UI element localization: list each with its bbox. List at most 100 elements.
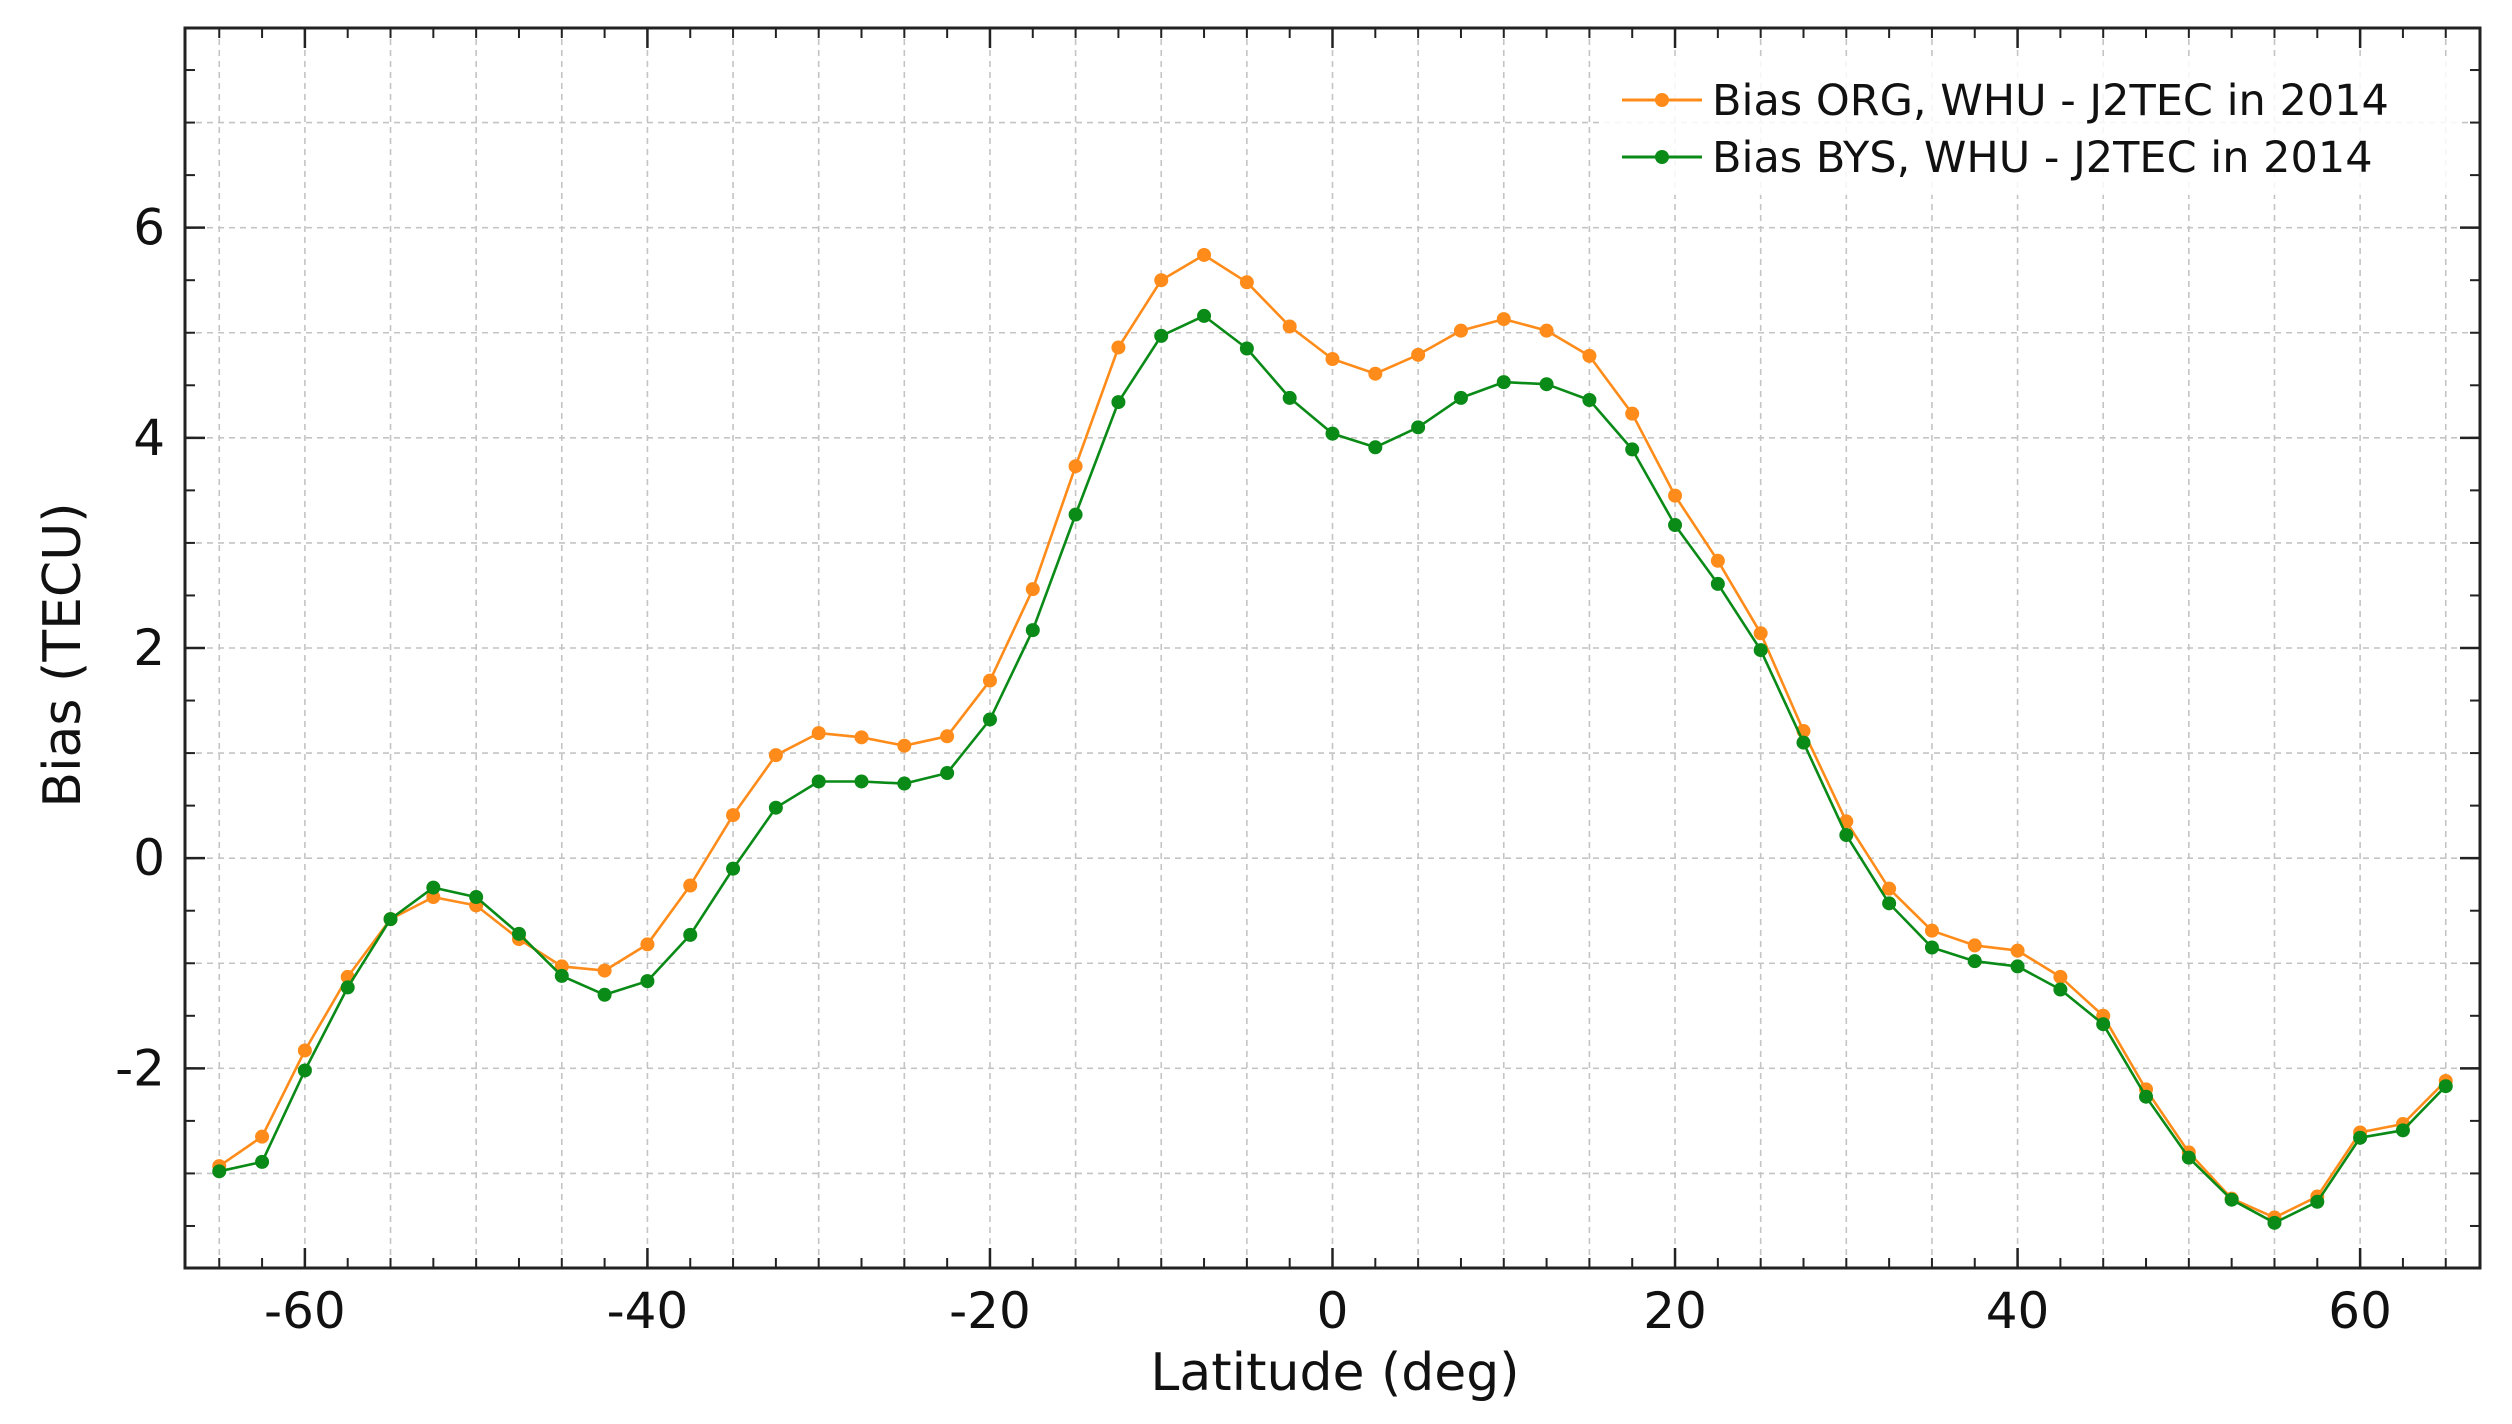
data-point-org <box>1539 323 1554 338</box>
data-point-bys <box>2267 1215 2282 1230</box>
data-point-bys <box>1582 393 1597 407</box>
data-point-bys <box>297 1063 312 1078</box>
data-point-org <box>1625 406 1640 421</box>
y-tick-label: -2 <box>115 1039 165 1097</box>
data-point-bys <box>1496 375 1511 390</box>
series-bys <box>212 308 2453 1230</box>
data-point-org <box>1368 366 1383 381</box>
data-point-org <box>2010 943 2025 958</box>
data-point-bys <box>811 774 826 789</box>
data-point-bys <box>1282 390 1297 405</box>
data-point-org <box>897 738 912 753</box>
legend-label-bys: Bias BYS, WHU - J2TEC in 2014 <box>1712 133 2373 183</box>
y-tick-label: 6 <box>133 199 165 257</box>
data-point-bys <box>1325 426 1340 441</box>
data-point-org <box>1239 275 1254 290</box>
x-axis-title: Latitude (deg) <box>1150 1343 1519 1403</box>
data-point-bys <box>2395 1123 2410 1138</box>
x-tick-label: -20 <box>949 1282 1031 1340</box>
data-point-org <box>683 878 698 893</box>
data-point-bys <box>1411 420 1426 435</box>
data-point-org <box>1154 273 1169 288</box>
data-point-org <box>640 937 655 952</box>
data-point-org <box>1111 340 1126 355</box>
data-point-bys <box>768 800 783 815</box>
data-point-bys <box>940 766 955 781</box>
data-point-bys <box>255 1154 270 1169</box>
data-point-bys <box>2096 1017 2111 1032</box>
data-point-org <box>1710 553 1725 568</box>
x-tick-label: -60 <box>264 1282 346 1340</box>
data-point-org <box>1496 312 1511 327</box>
data-point-bys <box>1710 576 1725 591</box>
data-point-org <box>1411 347 1426 362</box>
data-point-bys <box>1154 328 1169 343</box>
data-point-org <box>2053 969 2068 984</box>
data-point-bys <box>2310 1194 2325 1209</box>
x-tick-label: 20 <box>1643 1282 1707 1340</box>
data-point-bys <box>2181 1150 2196 1165</box>
data-point-bys <box>1539 377 1554 392</box>
data-point-bys <box>2053 982 2068 997</box>
legend-label-org: Bias ORG, WHU - J2TEC in 2014 <box>1712 76 2389 126</box>
data-point-bys <box>1368 440 1383 455</box>
data-point-bys <box>683 927 698 942</box>
data-point-bys <box>1882 896 1897 911</box>
data-point-org <box>1068 459 1083 474</box>
data-point-org <box>1924 923 1939 938</box>
grid-lines <box>185 28 2480 1268</box>
data-point-org <box>1882 881 1897 896</box>
data-point-bys <box>554 968 569 983</box>
data-point-bys <box>2224 1192 2239 1207</box>
data-point-org <box>1325 352 1340 367</box>
data-point-org <box>1025 582 1040 597</box>
data-point-bys <box>1025 623 1040 638</box>
data-point-bys <box>1796 735 1811 750</box>
data-point-bys <box>854 774 869 789</box>
data-point-bys <box>1239 341 1254 356</box>
data-point-bys <box>2438 1079 2453 1094</box>
data-point-org <box>940 729 955 744</box>
y-tick-label: 4 <box>133 409 165 467</box>
data-point-bys <box>597 987 612 1002</box>
data-point-bys <box>2010 959 2025 974</box>
data-point-org <box>1282 319 1297 334</box>
data-point-bys <box>1753 643 1768 658</box>
data-point-bys <box>1625 442 1640 457</box>
data-point-bys <box>726 861 741 876</box>
data-point-bys <box>469 890 484 905</box>
major-ticks <box>185 28 2480 1268</box>
x-tick-label: 0 <box>1317 1282 1349 1340</box>
x-tick-labels: -60 -40 -20 0 20 40 60 <box>264 1282 2392 1340</box>
x-tick-label: 40 <box>1986 1282 2050 1340</box>
y-tick-label: 0 <box>133 829 165 887</box>
data-point-org <box>811 726 826 741</box>
legend-box <box>1600 60 2460 195</box>
data-point-bys <box>640 974 655 989</box>
data-point-org <box>1753 626 1768 641</box>
data-point-bys <box>340 980 355 995</box>
data-point-org <box>1582 348 1597 363</box>
data-point-bys <box>2353 1130 2368 1145</box>
series-layer <box>212 247 2453 1230</box>
data-point-bys <box>897 776 912 791</box>
data-point-org <box>854 730 869 745</box>
plot-frame <box>183 26 2482 1270</box>
data-point-org <box>1967 938 1982 953</box>
data-point-bys <box>1924 940 1939 955</box>
data-point-bys <box>383 912 398 927</box>
data-point-org <box>1668 488 1683 503</box>
legend-marker-org <box>1655 93 1669 107</box>
legend: Bias ORG, WHU - J2TEC in 2014 Bias BYS, … <box>1600 60 2460 195</box>
data-point-bys <box>1111 395 1126 410</box>
data-point-bys <box>982 712 997 727</box>
data-point-bys <box>1839 828 1854 843</box>
data-point-bys <box>1197 308 1212 323</box>
data-point-bys <box>426 880 441 895</box>
data-point-bys <box>1967 954 1982 969</box>
y-tick-labels: -2 0 2 4 6 <box>115 199 165 1098</box>
data-point-org <box>768 748 783 763</box>
data-point-bys <box>1668 518 1683 533</box>
